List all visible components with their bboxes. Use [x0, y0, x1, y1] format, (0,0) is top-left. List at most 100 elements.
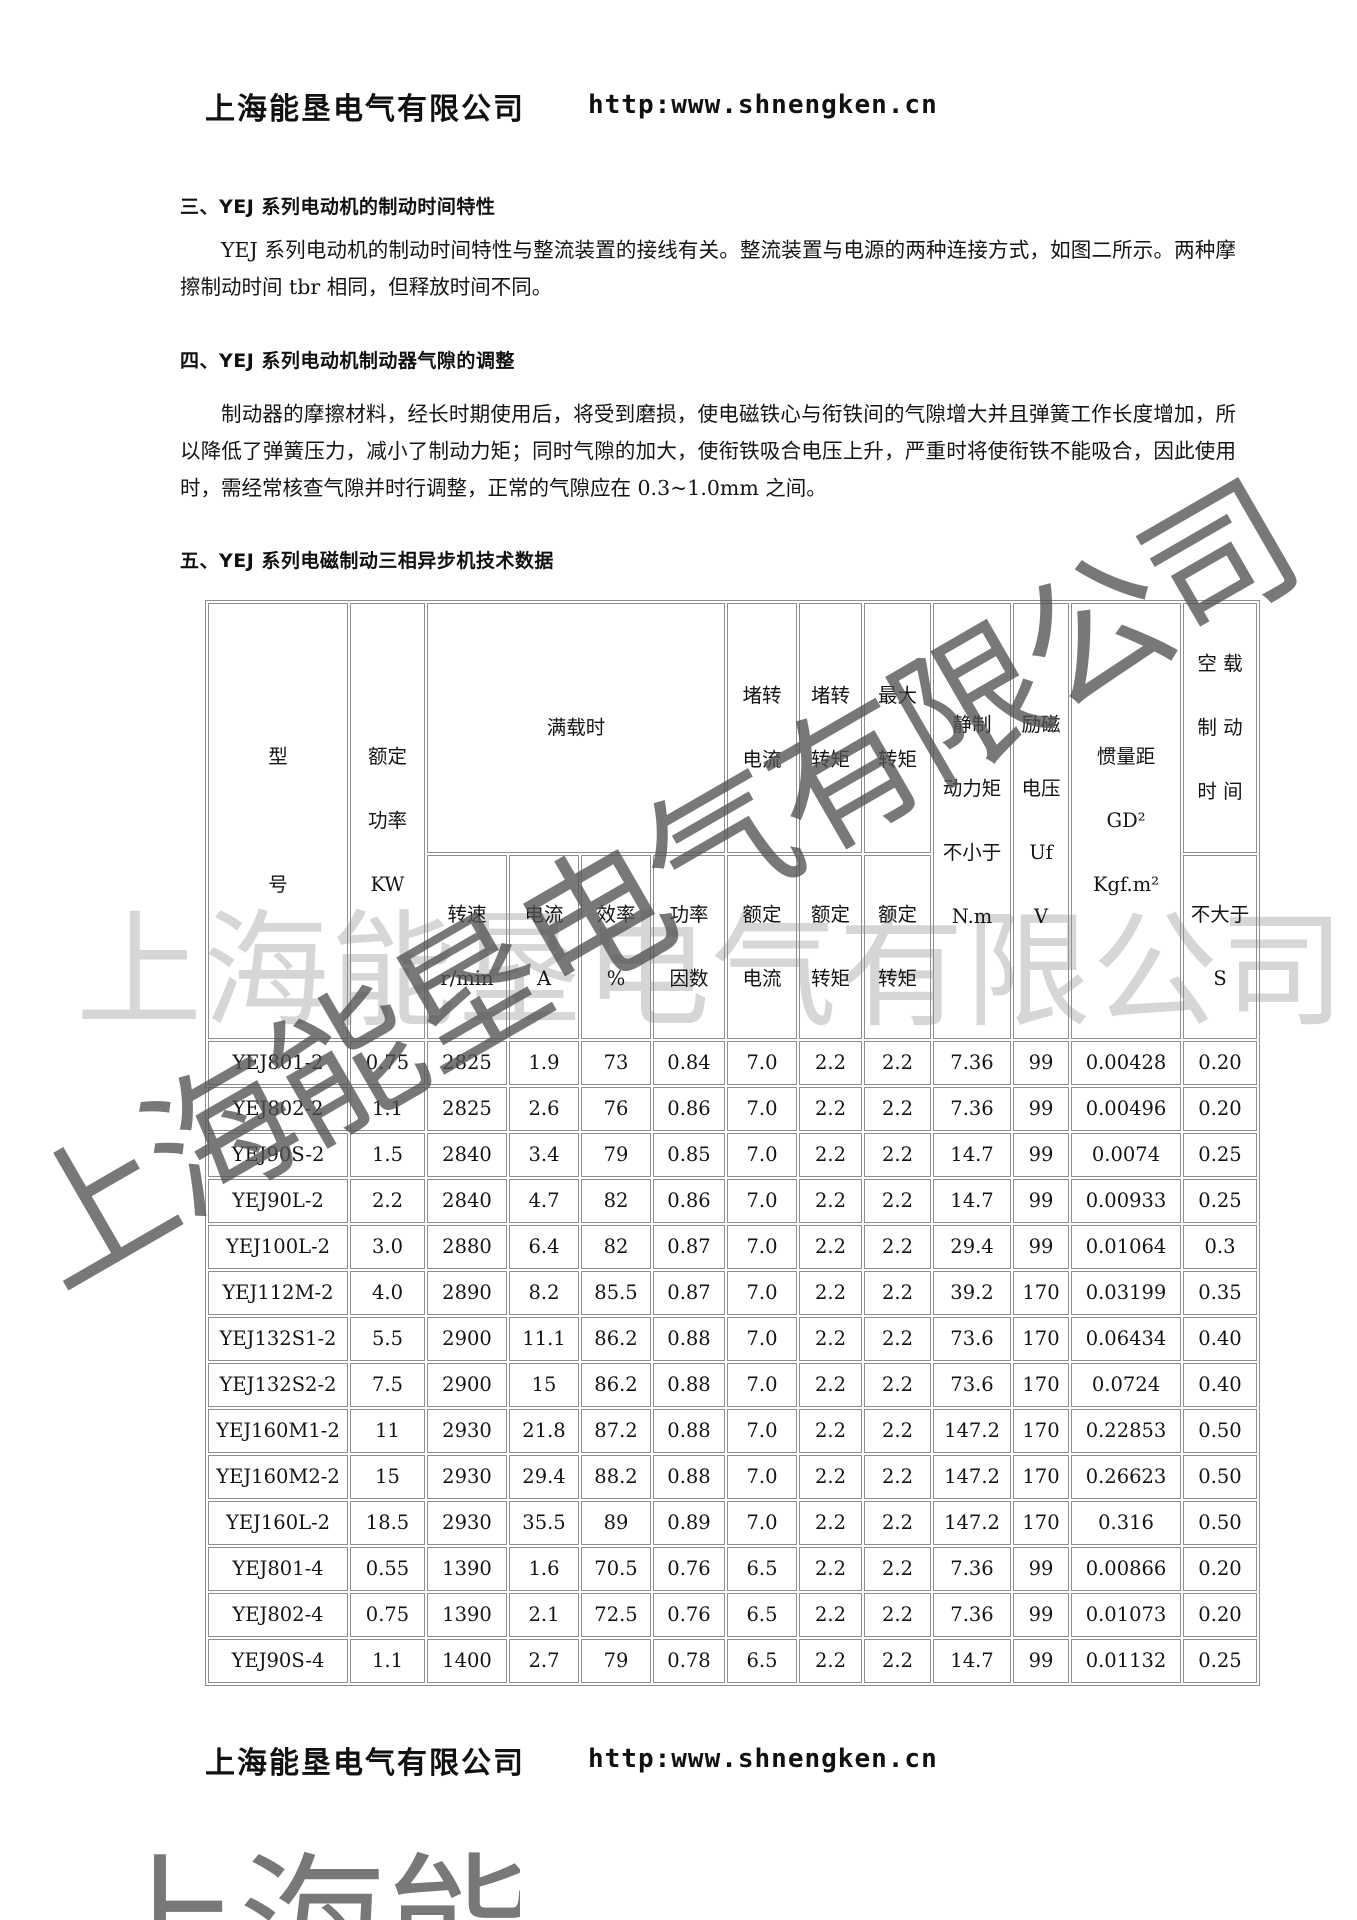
table-cell: 0.3 — [1183, 1225, 1258, 1269]
table-cell: 2.2 — [864, 1041, 932, 1085]
table-cell: 6.4 — [509, 1225, 579, 1269]
table-cell: 0.20 — [1183, 1593, 1258, 1637]
section-body-airgap-adjust: 制动器的摩擦材料，经长时期使用后，将受到磨损，使电磁铁心与衔铁间的气隙增大并且弹… — [180, 402, 1236, 500]
table-cell: 2.2 — [799, 1593, 863, 1637]
company-name-header: 上海能垦电气有限公司 — [205, 92, 525, 127]
watermark-dark-fragment: 上海能垦电气有限公司 — [90, 1842, 520, 1920]
table-row: YEJ100L-2 3.0 2880 6.4 82 0.87 7.0 2.2 2.2 29.4 99… — [208, 1225, 1258, 1269]
table-cell: 2825 — [427, 1087, 507, 1131]
table-cell: 0.01073 — [1071, 1593, 1182, 1637]
table-cell: 2.2 — [864, 1455, 932, 1499]
table-cell: 2.2 — [799, 1225, 863, 1269]
col-header-not-greater-than: 不大于 S — [1183, 855, 1258, 1039]
table-cell: 86.2 — [581, 1363, 651, 1407]
col-header-locked-rotor-torque: 堵转 转矩 — [799, 603, 863, 853]
table-cell: 99 — [1013, 1547, 1070, 1591]
section-heading-airgap-adjust: 四、YEJ 系列电动机制动器气隙的调整 — [180, 350, 515, 372]
table-cell: 0.25 — [1183, 1179, 1258, 1223]
table-cell: 73.6 — [933, 1363, 1012, 1407]
table-cell: 79 — [581, 1133, 651, 1177]
table-cell: 2.2 — [799, 1087, 863, 1131]
section-heading-tech-data: 五、YEJ 系列电磁制动三相异步机技术数据 — [180, 550, 554, 572]
col-header-locked-rotor-current: 堵转 电流 — [727, 603, 798, 853]
table-cell: 82 — [581, 1179, 651, 1223]
table-cell: 29.4 — [509, 1455, 579, 1499]
table-cell: 0.01064 — [1071, 1225, 1182, 1269]
table-cell: 170 — [1013, 1455, 1070, 1499]
table-cell: 0.00428 — [1071, 1041, 1182, 1085]
table-cell: 1400 — [427, 1639, 507, 1683]
table-cell: 0.25 — [1183, 1133, 1258, 1177]
table-header-row-top: 型 号 额定 功率 KW 满载时 堵转 电流 堵转 转矩 最大 转矩 静制 动力… — [208, 603, 1258, 1039]
table-cell: 0.40 — [1183, 1363, 1258, 1407]
table-cell: 2840 — [427, 1179, 507, 1223]
table-cell: 79 — [581, 1639, 651, 1683]
table-cell: 2.2 — [799, 1179, 863, 1223]
table-cell: 70.5 — [581, 1547, 651, 1591]
table-cell: 2.2 — [864, 1317, 932, 1361]
table-row: YEJ802-4 0.75 1390 2.1 72.5 0.76 6.5 2.2 2.2 7.36… — [208, 1593, 1258, 1637]
table-cell: 2.2 — [864, 1271, 932, 1315]
table-cell: 0.50 — [1183, 1409, 1258, 1453]
company-name-footer: 上海能垦电气有限公司 — [205, 1746, 525, 1781]
table-cell: 99 — [1013, 1639, 1070, 1683]
table-cell: 0.00933 — [1071, 1179, 1182, 1223]
table-cell: 6.5 — [727, 1639, 798, 1683]
table-cell: 7.0 — [727, 1041, 798, 1085]
table-cell: 2.2 — [864, 1639, 932, 1683]
table-cell: 2825 — [427, 1041, 507, 1085]
table-cell: 7.0 — [727, 1225, 798, 1269]
table-cell: 73 — [581, 1041, 651, 1085]
col-header-power-factor: 功率 因数 — [653, 855, 726, 1039]
col-header-current: 电流 A — [509, 855, 579, 1039]
table-cell: 2.2 — [864, 1501, 932, 1545]
col-header-rated-torque-ratio-1: 额定 转矩 — [799, 855, 863, 1039]
table-cell: 0.78 — [653, 1639, 726, 1683]
table-row: YEJ132S1-2 5.5 2900 11.1 86.2 0.88 7.0 2.2 2.2 73… — [208, 1317, 1258, 1361]
table-cell: 0.85 — [653, 1133, 726, 1177]
table-cell: 147.2 — [933, 1501, 1012, 1545]
table-cell: 99 — [1013, 1133, 1070, 1177]
table-cell: 35.5 — [509, 1501, 579, 1545]
table-cell: 0.20 — [1183, 1547, 1258, 1591]
table-cell: 1.5 — [350, 1133, 425, 1177]
table-cell: 7.0 — [727, 1455, 798, 1499]
table-cell: 73.6 — [933, 1317, 1012, 1361]
table-cell: 0.88 — [653, 1409, 726, 1453]
table-cell: 1390 — [427, 1593, 507, 1637]
col-header-full-load-group: 满载时 — [427, 603, 726, 853]
table-cell: 7.36 — [933, 1041, 1012, 1085]
table-cell: 0.20 — [1183, 1087, 1258, 1131]
table-cell: 170 — [1013, 1317, 1070, 1361]
col-header-max-torque: 最大 转矩 — [864, 603, 932, 853]
table-cell: 14.7 — [933, 1179, 1012, 1223]
table-cell: 15 — [509, 1363, 579, 1407]
table-cell: 72.5 — [581, 1593, 651, 1637]
table-cell: 18.5 — [350, 1501, 425, 1545]
table-cell: YEJ132S2-2 — [208, 1363, 348, 1407]
table-row: YEJ90S-4 1.1 1400 2.7 79 0.78 6.5 2.2 2.2 14.7 99 0… — [208, 1639, 1258, 1683]
table-cell: 3.4 — [509, 1133, 579, 1177]
table-cell: 2.2 — [799, 1501, 863, 1545]
col-header-inertia: 惯量距 GD² Kgf.m² — [1071, 603, 1182, 1039]
table-cell: 0.84 — [653, 1041, 726, 1085]
table-cell: 2.6 — [509, 1087, 579, 1131]
table-cell: 14.7 — [933, 1133, 1012, 1177]
table-cell: YEJ90S-4 — [208, 1639, 348, 1683]
table-cell: 0.316 — [1071, 1501, 1182, 1545]
table-cell: 2.2 — [799, 1455, 863, 1499]
table-cell: 0.50 — [1183, 1501, 1258, 1545]
table-cell: 2880 — [427, 1225, 507, 1269]
table-cell: 7.0 — [727, 1501, 798, 1545]
table-cell: 2.2 — [799, 1041, 863, 1085]
table-cell: 2.2 — [864, 1409, 932, 1453]
table-row: YEJ802-2 1.1 2825 2.6 76 0.86 7.0 2.2 2.2 7.36 99 0… — [208, 1087, 1258, 1131]
table-cell: 2.2 — [864, 1087, 932, 1131]
table-cell: 11.1 — [509, 1317, 579, 1361]
table-row: YEJ112M-2 4.0 2890 8.2 85.5 0.87 7.0 2.2 2.2 39.2… — [208, 1271, 1258, 1315]
table-cell: 1390 — [427, 1547, 507, 1591]
table-cell: 99 — [1013, 1593, 1070, 1637]
table-cell: 0.75 — [350, 1593, 425, 1637]
table-cell: 87.2 — [581, 1409, 651, 1453]
table-cell: 2.2 — [864, 1179, 932, 1223]
